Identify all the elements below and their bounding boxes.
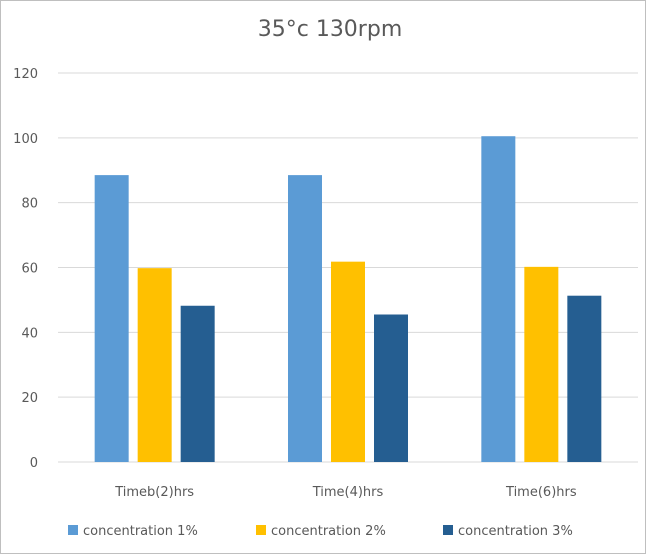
- y-tick-label: 40: [21, 326, 38, 341]
- y-axis-ticks: 0 20 40 60 80 100 120: [13, 67, 38, 471]
- y-tick-label: 80: [21, 197, 38, 212]
- y-tick-label: 20: [21, 391, 38, 406]
- x-axis-categories: Timeb(2)hrs Time(4)hrs Time(6)hrs: [114, 485, 577, 500]
- y-tick-label: 0: [30, 456, 38, 471]
- legend-swatch: [256, 525, 266, 535]
- x-category-label: Time(4)hrs: [312, 485, 384, 500]
- legend-label: concentration 2%: [271, 524, 386, 539]
- bar-3-2: [374, 314, 408, 462]
- bar-2-2: [331, 261, 365, 462]
- legend-label: concentration 1%: [83, 524, 198, 539]
- x-category-label: Time(6)hrs: [505, 485, 577, 500]
- x-category-label: Timeb(2)hrs: [114, 485, 194, 500]
- bar-2-3: [524, 266, 559, 462]
- y-tick-label: 100: [13, 132, 38, 147]
- bar-3-3: [567, 295, 602, 462]
- bar-1-1: [94, 175, 129, 463]
- bar-2-1: [137, 268, 172, 462]
- bar-1-3: [481, 136, 516, 462]
- bar-3-1: [180, 305, 215, 462]
- legend: concentration 1% concentration 2% concentr…: [68, 524, 573, 539]
- legend-label: concentration 3%: [458, 524, 573, 539]
- y-tick-label: 120: [13, 67, 38, 82]
- bar-1-2: [288, 175, 322, 463]
- legend-swatch: [68, 525, 78, 535]
- legend-swatch: [443, 525, 453, 535]
- y-tick-label: 60: [21, 262, 38, 277]
- chart-title: 35°c 130rpm: [258, 17, 403, 42]
- bars: [94, 136, 602, 463]
